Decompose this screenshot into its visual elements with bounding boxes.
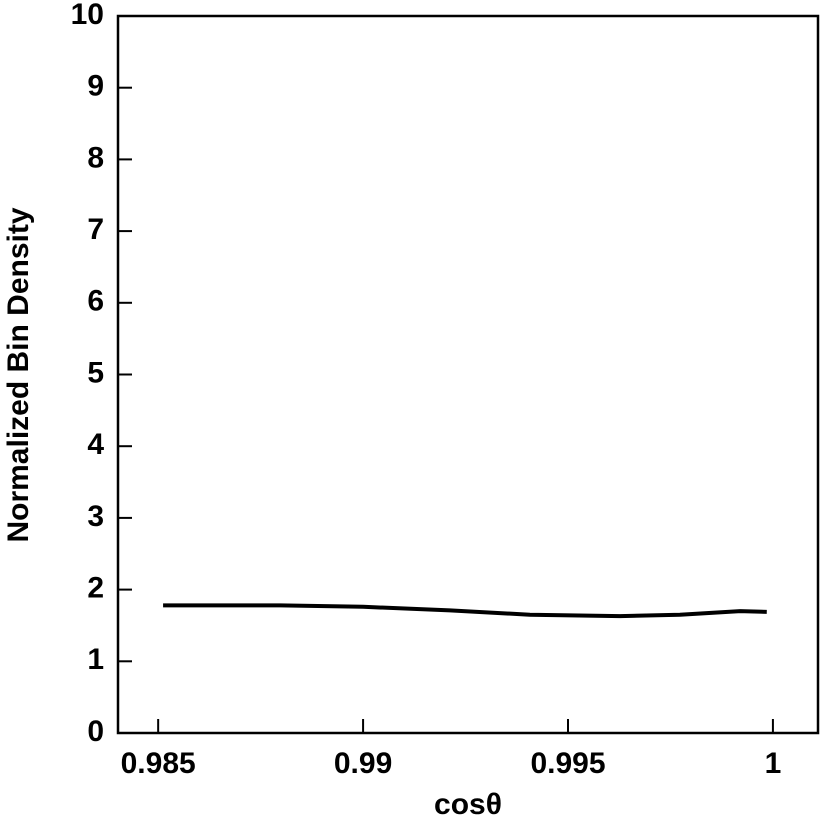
y-tick-label: 5 <box>87 356 104 389</box>
y-tick-label: 2 <box>87 572 104 605</box>
line <box>163 603 767 619</box>
y-tick-label: 1 <box>87 643 104 676</box>
y-tick-label: 3 <box>87 500 104 533</box>
y-tick-label: 6 <box>87 285 104 318</box>
y-tick-label: 10 <box>71 0 104 31</box>
y-tick-label: 8 <box>87 141 104 174</box>
y-tick-label: 7 <box>87 213 104 246</box>
x-tick-label: 0.985 <box>121 747 196 780</box>
x-tick-label: 0.995 <box>530 747 605 780</box>
y-tick-label: 9 <box>87 70 104 103</box>
x-tick-label: 0.99 <box>334 747 392 780</box>
x-axis-label: cosθ <box>434 788 502 821</box>
x-tick-label: 1 <box>765 747 782 780</box>
y-tick-label: 0 <box>87 715 104 748</box>
y-tick-label: 4 <box>87 428 104 461</box>
y-axis-label: Normalized Bin Density <box>2 207 35 542</box>
plot-frame <box>116 14 820 735</box>
